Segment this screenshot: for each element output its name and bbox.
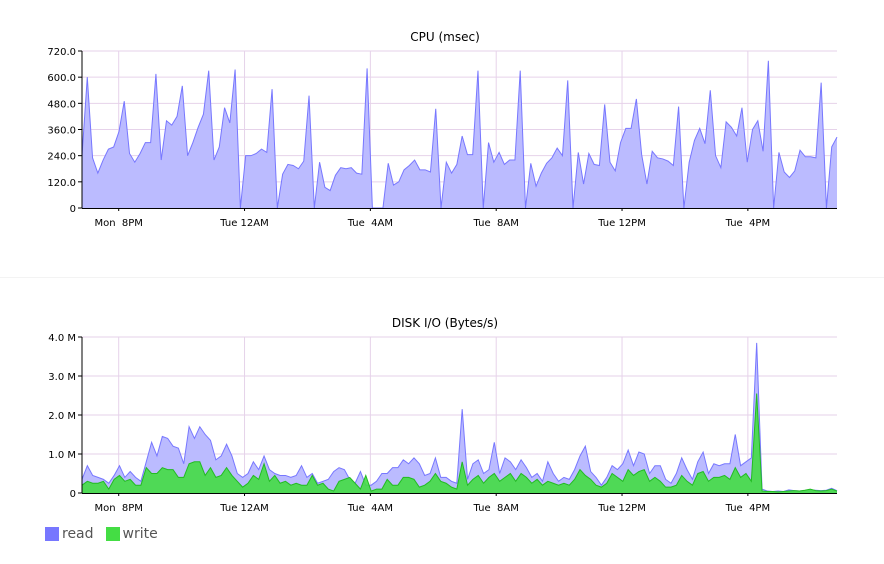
cpu-ytick-label-5: 600.0 [47,73,76,84]
disk-xtick-label-5: Tue 4PM [725,503,770,514]
cpu-chart-svg: CPU (msec) 0 120.0 240.0 360.0 480.0 600.0 720… [47,30,838,229]
cpu-ytick-label-2: 240.0 [47,152,76,163]
disk-xtick-label-2: Tue 4AM [347,503,393,514]
disk-xtick-label-3: Tue 8AM [473,503,519,514]
disk-io-chart: DISK I/O (Bytes/s) 0 1.0 M 2.0 M 3.0 M 4.0 M… [0,285,884,515]
legend-item-write: write [105,526,158,542]
cpu-ytick-label-6: 720.0 [47,47,76,58]
disk-ytick-label-2: 2.0 M [48,411,76,422]
disk-io-chart-svg: DISK I/O (Bytes/s) 0 1.0 M 2.0 M 3.0 M 4.0 M… [48,316,838,514]
cpu-series-0-line [81,60,838,209]
cpu-xtick-label-5: Tue 4PM [725,218,770,229]
cpu-ytick-label-4: 480.0 [47,99,76,110]
disk-ytick-label-4: 4.0 M [48,333,76,344]
cpu-xtick-label-4: Tue 12PM [597,218,646,229]
cpu-ytick-label-0: 0 [70,204,76,215]
disk-xtick-label-4: Tue 12PM [597,503,646,514]
disk-ytick-label-1: 1.0 M [48,450,76,461]
disk-io-legend: read write [45,525,170,543]
cpu-ytick-label-1: 120.0 [47,178,76,189]
cpu-chart-title: CPU (msec) [410,30,480,44]
cpu-xtick-label-3: Tue 8AM [473,218,519,229]
disk-io-chart-title: DISK I/O (Bytes/s) [392,316,498,330]
disk-xtick-label-1: Tue 12AM [219,503,268,514]
disk-series-0-line [81,342,838,492]
legend-swatch-read [45,527,59,541]
cpu-ytick-label-3: 360.0 [47,126,76,137]
legend-label-write: write [122,526,158,542]
legend-label-read: read [62,526,94,542]
disk-ytick-label-3: 3.0 M [48,372,76,383]
legend-item-read: read [45,526,94,542]
cpu-xtick-label-1: Tue 12AM [219,218,268,229]
cpu-chart: CPU (msec) 0 120.0 240.0 360.0 480.0 600.0 720… [0,0,884,270]
disk-series-1-line [81,393,838,493]
disk-xtick-label-0: Mon 8PM [94,503,142,514]
cpu-series-0-area [82,60,837,209]
cpu-xtick-label-0: Mon 8PM [94,218,142,229]
cpu-xtick-label-2: Tue 4AM [347,218,393,229]
chart-separator [0,277,884,278]
legend-swatch-write [105,527,120,541]
disk-ytick-label-0: 0 [70,489,76,500]
